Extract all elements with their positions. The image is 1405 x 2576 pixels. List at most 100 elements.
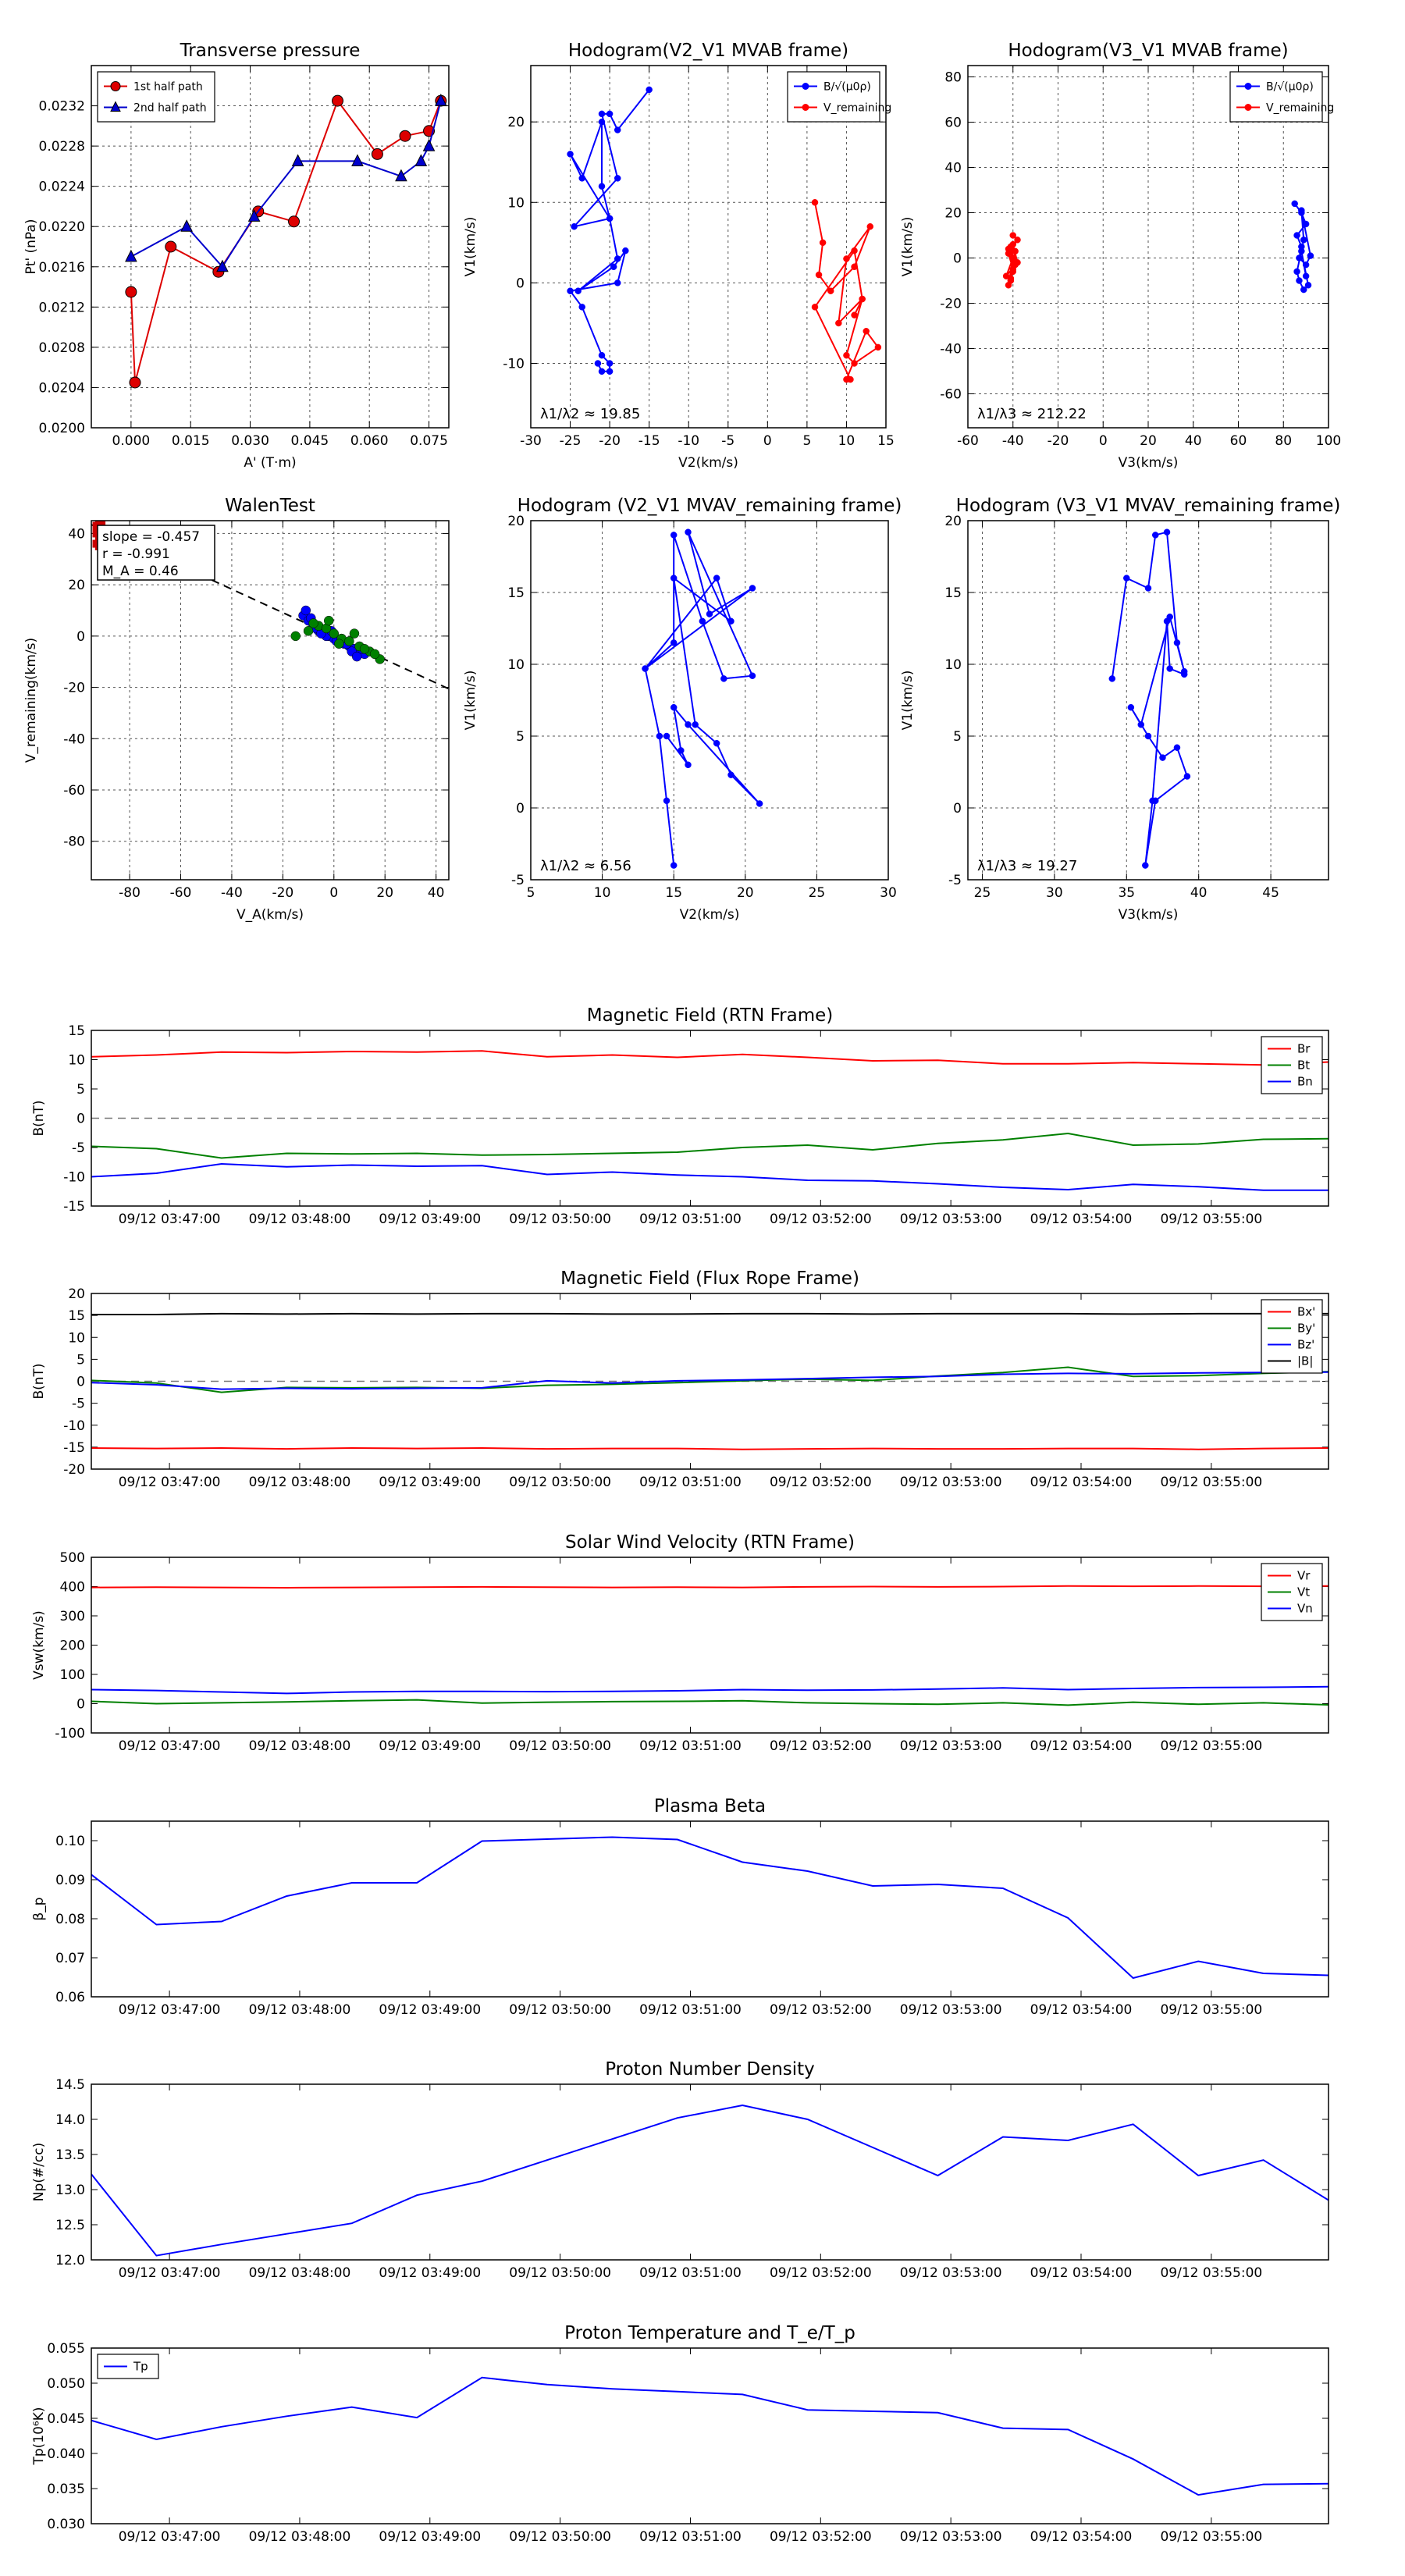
y-tick-label: -40 bbox=[940, 342, 962, 358]
y-tick-label: 300 bbox=[60, 1609, 85, 1624]
x-tick-label: 09/12 03:48:00 bbox=[249, 1738, 351, 1754]
y-tick-label: 0.055 bbox=[47, 2341, 85, 2357]
data-point bbox=[866, 222, 874, 230]
legend-label: |B| bbox=[1297, 1354, 1313, 1368]
data-point bbox=[371, 148, 383, 160]
y-tick-label: 15 bbox=[507, 585, 525, 601]
y-tick-label: -20 bbox=[63, 681, 85, 696]
chart-panel-hodo_v2v1_mvab-1: Hodogram(V2_V1 MVAB frame) -30 -25 -20 -15 -1… bbox=[463, 41, 895, 471]
axes-frame bbox=[91, 1557, 1329, 1734]
chart-title: Magnetic Field (RTN Frame) bbox=[587, 1005, 834, 1026]
ratio-annotation: λ1/λ3 ≈ 212.22 bbox=[977, 406, 1087, 422]
data-point bbox=[399, 130, 411, 142]
x-tick-label: 5 bbox=[802, 433, 811, 449]
x-tick-label: 80 bbox=[1275, 433, 1292, 449]
data-point bbox=[1137, 721, 1145, 728]
data-point bbox=[1009, 268, 1016, 276]
data-point bbox=[344, 636, 354, 646]
x-tick-label: 09/12 03:49:00 bbox=[379, 1738, 481, 1754]
x-tick-label: 09/12 03:50:00 bbox=[509, 1212, 611, 1227]
data-point bbox=[614, 175, 621, 182]
data-point bbox=[713, 739, 720, 747]
data-point bbox=[125, 249, 137, 262]
data-point bbox=[685, 721, 692, 728]
x-tick-label: -60 bbox=[170, 885, 192, 901]
x-tick-label: 09/12 03:49:00 bbox=[379, 2002, 481, 2018]
y-tick-label: -10 bbox=[63, 1170, 85, 1186]
y-axis-label: V1(km/s) bbox=[463, 671, 478, 731]
data-point bbox=[1144, 732, 1152, 740]
x-tick-label: -80 bbox=[119, 885, 140, 901]
data-point bbox=[670, 575, 678, 582]
data-point bbox=[670, 703, 678, 711]
y-tick-label: 0 bbox=[516, 801, 525, 817]
x-tick-label: 09/12 03:51:00 bbox=[639, 2002, 742, 2018]
y-tick-label: 400 bbox=[60, 1580, 85, 1596]
y-tick-label: -10 bbox=[63, 1418, 85, 1434]
y-tick-label: 60 bbox=[944, 116, 962, 131]
y-tick-label: 200 bbox=[60, 1638, 85, 1654]
y-tick-label: -10 bbox=[503, 357, 525, 372]
x-tick-label: 09/12 03:50:00 bbox=[509, 1475, 611, 1490]
data-point bbox=[811, 199, 819, 206]
x-tick-label: 09/12 03:50:00 bbox=[509, 2002, 611, 2018]
y-tick-label: -100 bbox=[55, 1726, 85, 1742]
legend-label: Bx' bbox=[1297, 1305, 1315, 1319]
data-point bbox=[1307, 252, 1314, 259]
data-point bbox=[92, 529, 101, 538]
data-point bbox=[334, 639, 344, 649]
x-axis-label: V_A(km/s) bbox=[237, 907, 304, 923]
chart-panel-beta-9: Plasma Beta 09/12 03:47:00 09/12 03:48:00 0… bbox=[31, 1796, 1329, 2018]
data-point bbox=[598, 351, 606, 359]
y-tick-label: -5 bbox=[72, 1397, 85, 1412]
data-point bbox=[290, 631, 301, 642]
series-line bbox=[91, 1366, 1329, 1393]
stats-box bbox=[97, 525, 215, 581]
data-point bbox=[706, 610, 713, 617]
data-point bbox=[819, 239, 827, 247]
ratio-annotation: λ1/λ2 ≈ 6.56 bbox=[540, 858, 631, 874]
data-point bbox=[685, 761, 692, 769]
legend-box bbox=[97, 71, 215, 123]
x-tick-label: 35 bbox=[1118, 885, 1135, 901]
ratio-annotation: λ1/λ2 ≈ 19.85 bbox=[540, 406, 640, 422]
x-tick-label: 0 bbox=[1099, 433, 1108, 449]
data-point bbox=[670, 862, 678, 869]
axes-frame bbox=[91, 65, 450, 429]
data-point bbox=[571, 222, 578, 230]
x-tick-label: 09/12 03:50:00 bbox=[509, 2529, 611, 2545]
y-tick-label: 20 bbox=[68, 1286, 85, 1302]
x-tick-label: 09/12 03:53:00 bbox=[900, 1738, 1002, 1754]
y-tick-label: 0 bbox=[76, 1375, 85, 1390]
plot-area bbox=[1002, 200, 1314, 294]
axes-frame bbox=[91, 1030, 1329, 1207]
y-axis-label: V_remaining(km/s) bbox=[23, 638, 39, 763]
data-point bbox=[598, 368, 606, 375]
x-tick-label: 09/12 03:55:00 bbox=[1160, 1738, 1262, 1754]
x-tick-label: 09/12 03:47:00 bbox=[119, 2265, 221, 2281]
data-point bbox=[598, 110, 606, 118]
x-tick-label: 09/12 03:54:00 bbox=[1030, 1738, 1133, 1754]
y-tick-label: 10 bbox=[68, 1053, 85, 1069]
data-point bbox=[165, 240, 177, 253]
y-tick-label: 15 bbox=[944, 585, 962, 601]
data-point bbox=[1163, 528, 1171, 535]
x-tick-label: 09/12 03:52:00 bbox=[770, 1475, 872, 1490]
y-tick-label: 0.0228 bbox=[39, 139, 85, 155]
series-line bbox=[644, 532, 760, 866]
series-line bbox=[91, 1312, 1329, 1315]
x-tick-label: 45 bbox=[1262, 885, 1279, 901]
axes-frame bbox=[91, 1820, 1329, 1998]
stats-text: M_A = 0.46 bbox=[102, 564, 179, 579]
chart-panel-mag_rtn-6: Magnetic Field (RTN Frame) 09/12 03:47:00… bbox=[31, 1005, 1329, 1227]
chart-panel-hodo_v3v1_mvab-2: Hodogram(V3_V1 MVAB frame) -60 -40 -20 0 20 40… bbox=[900, 41, 1341, 471]
data-point bbox=[1014, 237, 1021, 244]
legend-label: B/√(μ0ρ) bbox=[1266, 81, 1314, 94]
x-tick-label: 09/12 03:47:00 bbox=[119, 1475, 221, 1490]
y-tick-label: 80 bbox=[944, 70, 962, 86]
data-point bbox=[1009, 254, 1016, 262]
chart-title: Hodogram (V2_V1 MVAV_remaining frame) bbox=[518, 496, 902, 516]
x-tick-label: -20 bbox=[272, 885, 293, 901]
data-point bbox=[656, 732, 663, 740]
x-tick-label: 40 bbox=[1190, 885, 1208, 901]
